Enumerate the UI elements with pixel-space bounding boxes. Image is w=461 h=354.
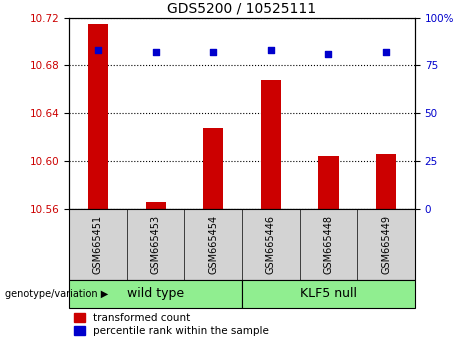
Point xyxy=(152,49,160,55)
Text: GSM665448: GSM665448 xyxy=(324,215,333,274)
Text: genotype/variation ▶: genotype/variation ▶ xyxy=(5,289,108,299)
Text: GSM665449: GSM665449 xyxy=(381,215,391,274)
Text: GSM665454: GSM665454 xyxy=(208,215,218,274)
Text: GSM665453: GSM665453 xyxy=(151,215,160,274)
Bar xyxy=(88,24,108,209)
Bar xyxy=(203,128,223,209)
Bar xyxy=(376,154,396,209)
Text: GSM665451: GSM665451 xyxy=(93,215,103,274)
Text: KLF5 null: KLF5 null xyxy=(300,287,357,300)
Point xyxy=(382,49,390,55)
Bar xyxy=(69,280,242,308)
Point xyxy=(94,47,101,53)
Text: wild type: wild type xyxy=(127,287,184,300)
Bar xyxy=(319,156,338,209)
Point xyxy=(325,51,332,57)
Text: GSM665446: GSM665446 xyxy=(266,215,276,274)
Point xyxy=(267,47,274,53)
Bar xyxy=(146,202,165,209)
Legend: transformed count, percentile rank within the sample: transformed count, percentile rank withi… xyxy=(74,313,269,336)
Title: GDS5200 / 10525111: GDS5200 / 10525111 xyxy=(167,1,317,15)
Point xyxy=(209,49,217,55)
Bar xyxy=(261,80,281,209)
Bar xyxy=(242,280,415,308)
